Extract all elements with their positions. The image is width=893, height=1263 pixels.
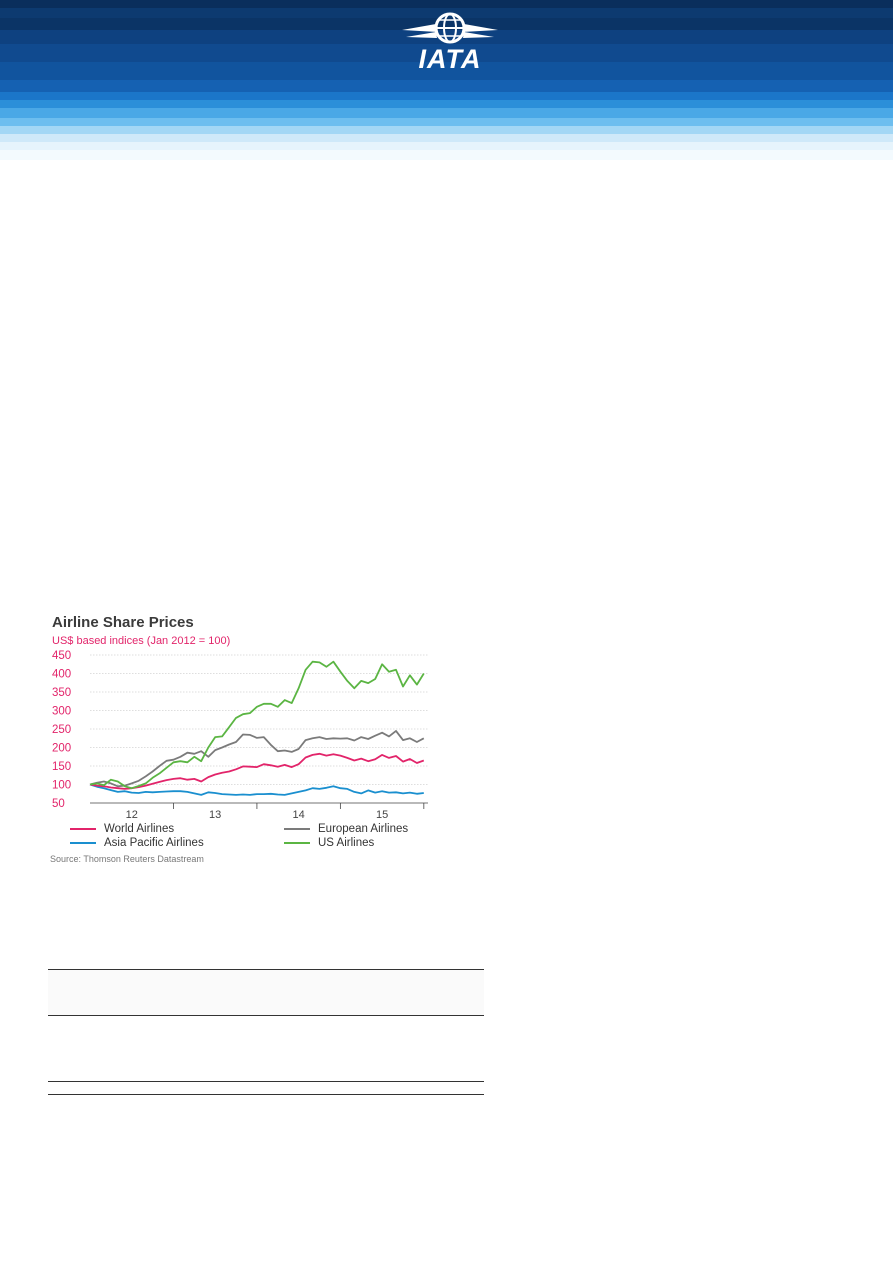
header-stripe <box>0 118 893 126</box>
table-rule <box>48 969 484 970</box>
header-stripe <box>0 30 893 44</box>
header-stripe <box>0 126 893 134</box>
x-tick-label: 14 <box>293 809 305 821</box>
legend-swatch <box>70 828 96 830</box>
airline-share-prices-chart: 450 400 350 300 250 200 150 100 50 12 13 14 15 <box>52 650 428 821</box>
y-tick-label: 100 <box>52 780 71 792</box>
legend-swatch <box>70 842 96 844</box>
globe-wings-icon <box>402 12 498 44</box>
legend-european-airlines: European Airlines <box>284 823 408 835</box>
header-stripe <box>0 142 893 150</box>
chart-source: Source: Thomson Reuters Datastream <box>50 854 204 864</box>
chart-subtitle: US$ based indices (Jan 2012 = 100) <box>52 635 231 647</box>
legend-world-airlines: World Airlines <box>70 823 174 835</box>
y-tick-label: 50 <box>52 798 65 810</box>
header-stripe <box>0 44 893 62</box>
table-header-band <box>48 970 484 1015</box>
header-stripe <box>0 80 893 92</box>
x-tick-label: 13 <box>209 809 221 821</box>
table-rule <box>48 1081 484 1082</box>
legend-asia-pacific-airlines: Asia Pacific Airlines <box>70 837 204 849</box>
header-stripe <box>0 18 893 30</box>
logo-text: IATA <box>418 44 482 74</box>
table-rule <box>48 1094 484 1095</box>
legend-label: US Airlines <box>318 837 375 849</box>
series-line-european-airlines <box>89 730 425 788</box>
series-line-asia-pacific-airlines <box>89 783 424 796</box>
series-line-us-airlines <box>89 660 425 790</box>
iata-logo: IATA <box>400 10 500 74</box>
y-tick-label: 400 <box>52 669 71 681</box>
legend-us-airlines: US Airlines <box>284 837 374 849</box>
chart-title: Airline Share Prices <box>52 614 194 631</box>
x-tick-label: 15 <box>376 809 388 821</box>
header-stripe <box>0 0 893 8</box>
header-stripe <box>0 100 893 108</box>
header-stripe <box>0 62 893 80</box>
y-tick-label: 300 <box>52 706 71 718</box>
y-tick-label: 350 <box>52 687 71 699</box>
legend-label: European Airlines <box>318 823 409 835</box>
legend-swatch <box>284 842 310 844</box>
y-tick-label: 250 <box>52 724 71 736</box>
y-tick-label: 200 <box>52 743 71 755</box>
series-line-world-airlines <box>89 752 425 790</box>
table-rule <box>48 1015 484 1016</box>
header-stripe <box>0 108 893 118</box>
x-tick-label: 12 <box>126 809 138 821</box>
header-banner: IATA <box>0 0 893 160</box>
header-stripe <box>0 134 893 142</box>
header-stripe <box>0 92 893 100</box>
y-tick-label: 450 <box>52 650 71 662</box>
y-tick-label: 150 <box>52 761 71 773</box>
legend-label: World Airlines <box>104 823 175 835</box>
legend-swatch <box>284 828 310 830</box>
legend-label: Asia Pacific Airlines <box>104 837 204 849</box>
header-stripe <box>0 150 893 160</box>
